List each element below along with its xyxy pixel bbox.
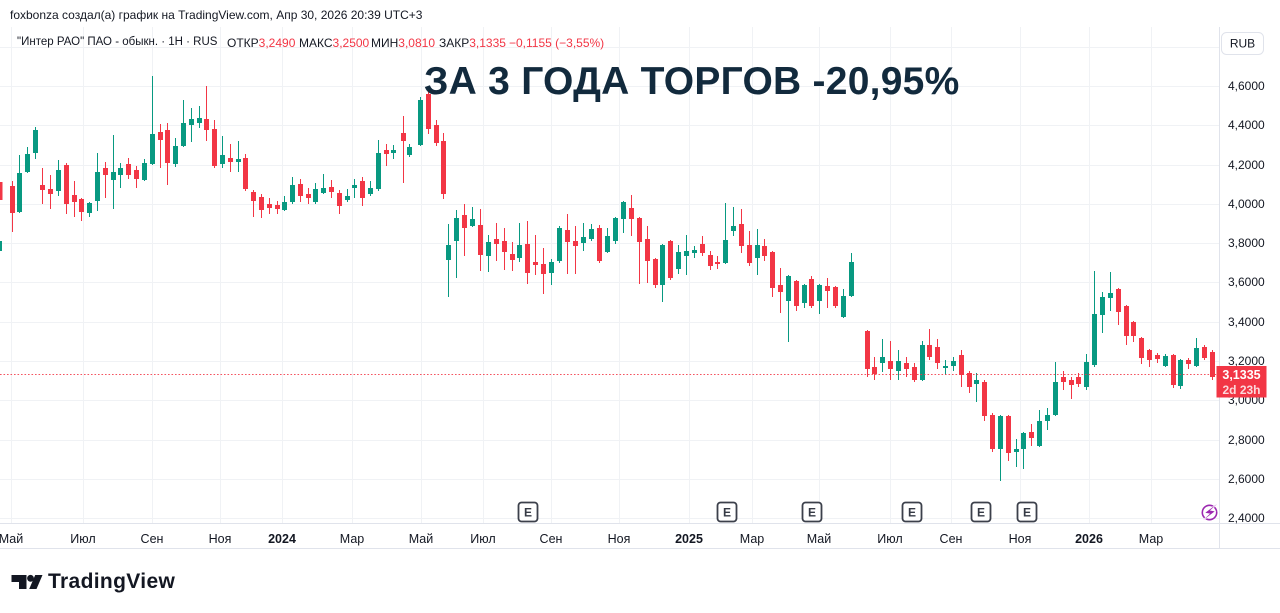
svg-text:Ноя: Ноя — [209, 532, 232, 546]
svg-text:4,0000: 4,0000 — [1228, 197, 1265, 211]
svg-text:2,8000: 2,8000 — [1228, 433, 1265, 447]
svg-text:4,6000: 4,6000 — [1228, 79, 1265, 93]
svg-text:Ноя: Ноя — [1009, 532, 1032, 546]
svg-text:2d 23h: 2d 23h — [1222, 383, 1260, 397]
svg-text:2,6000: 2,6000 — [1228, 472, 1265, 486]
svg-text:3,4000: 3,4000 — [1228, 315, 1265, 329]
svg-text:Мар: Мар — [740, 532, 765, 546]
svg-text:4,2000: 4,2000 — [1228, 158, 1265, 172]
svg-text:E: E — [977, 506, 985, 520]
svg-text:2,4000: 2,4000 — [1228, 511, 1265, 525]
svg-text:Июл: Июл — [470, 532, 495, 546]
svg-text:3,2000: 3,2000 — [1228, 354, 1265, 368]
svg-text:Май: Май — [807, 532, 832, 546]
svg-text:E: E — [1023, 506, 1031, 520]
svg-text:Мар: Мар — [340, 532, 365, 546]
svg-text:Май: Май — [0, 532, 23, 546]
svg-text:2024: 2024 — [268, 532, 296, 546]
svg-text:Сен: Сен — [940, 532, 963, 546]
svg-text:E: E — [723, 506, 731, 520]
svg-text:Июл: Июл — [70, 532, 95, 546]
svg-text:Ноя: Ноя — [608, 532, 631, 546]
svg-text:E: E — [908, 506, 916, 520]
svg-text:Июл: Июл — [877, 532, 902, 546]
svg-text:E: E — [524, 506, 532, 520]
svg-text:2025: 2025 — [675, 532, 703, 546]
svg-text:Мар: Мар — [1139, 532, 1164, 546]
svg-text:3,8000: 3,8000 — [1228, 236, 1265, 250]
svg-text:2026: 2026 — [1075, 532, 1103, 546]
svg-text:Сен: Сен — [141, 532, 164, 546]
svg-text:3,6000: 3,6000 — [1228, 275, 1265, 289]
svg-text:E: E — [808, 506, 816, 520]
svg-text:RUB: RUB — [1230, 37, 1255, 51]
svg-text:3,1335: 3,1335 — [1222, 368, 1260, 382]
svg-text:Сен: Сен — [540, 532, 563, 546]
svg-text:4,4000: 4,4000 — [1228, 118, 1265, 132]
svg-text:Май: Май — [409, 532, 434, 546]
